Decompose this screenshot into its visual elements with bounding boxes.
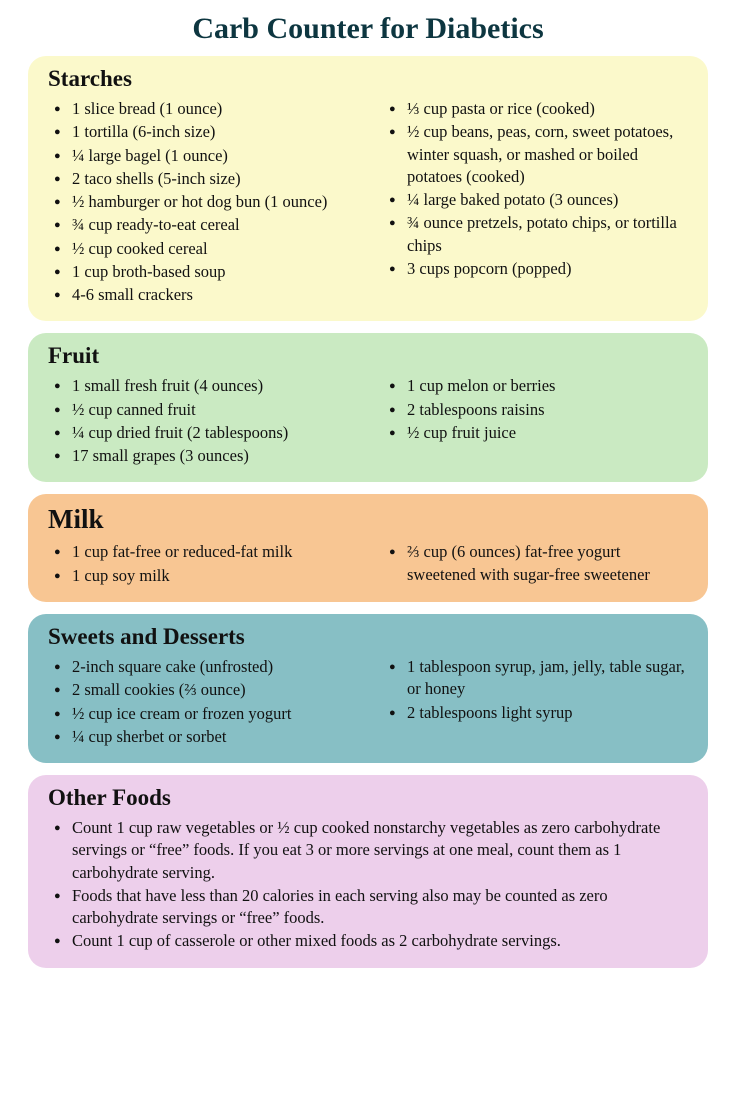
columns: 1 cup fat-free or reduced-fat milk1 cup … (48, 541, 688, 588)
column-right: 1 cup melon or berries2 tablespoons rais… (383, 375, 688, 468)
list-item: 1 cup melon or berries (389, 375, 688, 397)
columns: 2-inch square cake (unfrosted)2 small co… (48, 656, 688, 749)
list-item: ¼ large baked potato (3 ounces) (389, 189, 688, 211)
list: 1 cup melon or berries2 tablespoons rais… (383, 375, 688, 444)
section-title-starches: Starches (48, 66, 688, 92)
columns: 1 slice bread (1 ounce)1 tortilla (6-inc… (48, 98, 688, 307)
list-item: 4-6 small crackers (54, 284, 353, 306)
column-left: 1 slice bread (1 ounce)1 tortilla (6-inc… (48, 98, 353, 307)
list-item: 1 cup soy milk (54, 565, 353, 587)
column-right: ⅓ cup pasta or rice (cooked)½ cup beans,… (383, 98, 688, 307)
column-right: 1 tablespoon syrup, jam, jelly, table su… (383, 656, 688, 749)
list-item: Count 1 cup raw vegetables or ½ cup cook… (54, 817, 688, 884)
section-title-fruit: Fruit (48, 343, 688, 369)
list-item: 1 slice bread (1 ounce) (54, 98, 353, 120)
list: 1 cup fat-free or reduced-fat milk1 cup … (48, 541, 353, 587)
list: 1 small fresh fruit (4 ounces)½ cup cann… (48, 375, 353, 467)
section-starches: Starches 1 slice bread (1 ounce)1 tortill… (28, 56, 708, 321)
list-item: ¼ cup sherbet or sorbet (54, 726, 353, 748)
column-left: 1 small fresh fruit (4 ounces)½ cup cann… (48, 375, 353, 468)
list-item: ½ cup beans, peas, corn, sweet potatoes,… (389, 121, 688, 188)
list-item: ¼ cup dried fruit (2 tablespoons) (54, 422, 353, 444)
list-item: ⅔ cup (6 ounces) fat-free yogurt sweeten… (389, 541, 688, 586)
list-item: 2 taco shells (5-inch size) (54, 168, 353, 190)
list: Count 1 cup raw vegetables or ½ cup cook… (48, 817, 688, 953)
list-item: ½ cup fruit juice (389, 422, 688, 444)
list-item: 3 cups popcorn (popped) (389, 258, 688, 280)
list-item: Count 1 cup of casserole or other mixed … (54, 930, 688, 952)
list-item: 1 small fresh fruit (4 ounces) (54, 375, 353, 397)
list-item: 2 tablespoons raisins (389, 399, 688, 421)
list: ⅔ cup (6 ounces) fat-free yogurt sweeten… (383, 541, 688, 586)
section-fruit: Fruit1 small fresh fruit (4 ounces)½ cup… (28, 333, 708, 482)
section-other: Other Foods Count 1 cup raw vegetables or… (28, 775, 708, 968)
section-title-sweets: Sweets and Desserts (48, 624, 688, 650)
list-item: 1 cup broth-based soup (54, 261, 353, 283)
column-right: ⅔ cup (6 ounces) fat-free yogurt sweeten… (383, 541, 688, 588)
columns: 1 small fresh fruit (4 ounces)½ cup cann… (48, 375, 688, 468)
list-item: ½ cup cooked cereal (54, 238, 353, 260)
list-item: 1 cup fat-free or reduced-fat milk (54, 541, 353, 563)
column-left: 2-inch square cake (unfrosted)2 small co… (48, 656, 353, 749)
list-item: ⅓ cup pasta or rice (cooked) (389, 98, 688, 120)
list-item: 1 tortilla (6-inch size) (54, 121, 353, 143)
list-item: Foods that have less than 20 calories in… (54, 885, 688, 930)
list-item: ¾ cup ready-to-eat cereal (54, 214, 353, 236)
section-title-other: Other Foods (48, 785, 688, 811)
sections-container: Starches 1 slice bread (1 ounce)1 tortill… (28, 56, 708, 968)
list-item: 2-inch square cake (unfrosted) (54, 656, 353, 678)
list-item: 2 small cookies (⅔ ounce) (54, 679, 353, 701)
list-item: 17 small grapes (3 ounces) (54, 445, 353, 467)
list-item: ¾ ounce pretzels, potato chips, or torti… (389, 212, 688, 257)
list: 1 tablespoon syrup, jam, jelly, table su… (383, 656, 688, 724)
list-item: 1 tablespoon syrup, jam, jelly, table su… (389, 656, 688, 701)
column-left: 1 cup fat-free or reduced-fat milk1 cup … (48, 541, 353, 588)
list-item: ½ cup ice cream or frozen yogurt (54, 703, 353, 725)
list-item: ¼ large bagel (1 ounce) (54, 145, 353, 167)
list-item: 2 tablespoons light syrup (389, 702, 688, 724)
section-milk: Milk 1 cup fat-free or reduced-fat milk1 … (28, 494, 708, 602)
section-sweets: Sweets and Desserts 2-inch square cake (u… (28, 614, 708, 763)
list-item: ½ cup canned fruit (54, 399, 353, 421)
section-title-milk: Milk (48, 504, 688, 535)
list: 2-inch square cake (unfrosted)2 small co… (48, 656, 353, 748)
list: 1 slice bread (1 ounce)1 tortilla (6-inc… (48, 98, 353, 306)
list: ⅓ cup pasta or rice (cooked)½ cup beans,… (383, 98, 688, 280)
page-title: Carb Counter for Diabetics (28, 12, 708, 46)
list-item: ½ hamburger or hot dog bun (1 ounce) (54, 191, 353, 213)
